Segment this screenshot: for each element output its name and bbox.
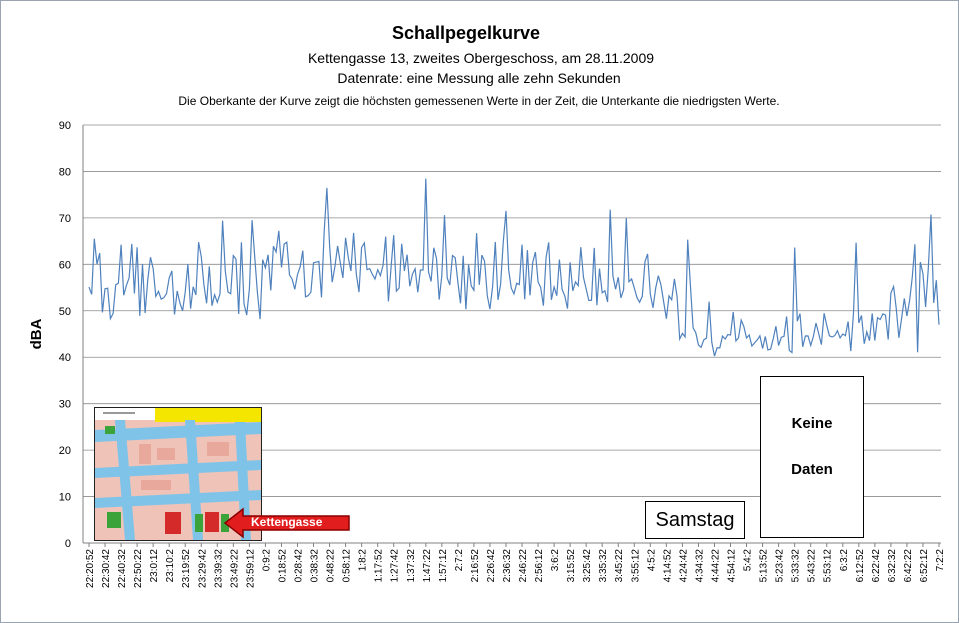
- street-map-image: [94, 407, 262, 541]
- chart-subtitle-1: Kettengasse 13, zweites Obergeschoss, am…: [308, 50, 654, 66]
- series-line: [88, 178, 940, 357]
- chart-subtitle-2: Datenrate: eine Messung alle zehn Sekund…: [337, 70, 620, 86]
- y-tick-labels: 0 10 20 30 40 50 60 70 80 90: [59, 120, 71, 550]
- y-tick-label: 40: [59, 352, 71, 364]
- y-tick-label: 50: [59, 306, 71, 318]
- x-tick-labels: 22:20:52 22:30:42 22:40:32 22:50:22 23:0:12 2…: [85, 543, 946, 588]
- x-tick-label: 22:20:52: [85, 549, 96, 588]
- x-tick-label: 0:9:2: [261, 549, 272, 572]
- x-tick-label: 7:2:2: [935, 549, 946, 572]
- x-tick-label: 5:33:32: [791, 549, 802, 583]
- kettengasse-arrow-icon: [223, 507, 350, 539]
- x-tick-label: 22:30:42: [101, 549, 112, 588]
- x-tick-label: 2:56:12: [534, 549, 545, 583]
- y-tick-label: 60: [59, 259, 71, 271]
- x-tick-label: 0:28:42: [293, 549, 304, 583]
- y-tick-label: 90: [59, 120, 71, 132]
- y-tick-label: 20: [59, 445, 71, 457]
- kettengasse-label: Kettengasse: [251, 515, 323, 529]
- x-tick-label: 2:26:42: [486, 549, 497, 583]
- x-tick-label: 6:22:42: [871, 549, 882, 583]
- x-tick-label: 5:4:2: [743, 549, 754, 572]
- y-tick-label: 70: [59, 213, 71, 225]
- x-tick-label: 3:55:12: [630, 549, 641, 583]
- y-tick-label: 0: [65, 538, 71, 550]
- x-tick-label: 5:13:52: [759, 549, 770, 583]
- x-tick-label: 4:14:52: [662, 549, 673, 583]
- x-tick-label: 4:44:22: [710, 549, 721, 583]
- x-tick-label: 0:48:22: [326, 549, 337, 583]
- x-tick-label: 1:37:32: [406, 549, 417, 583]
- x-tick-label: 2:46:22: [518, 549, 529, 583]
- samstag-label: Samstag: [655, 508, 735, 531]
- y-tick-label: 30: [59, 399, 71, 411]
- x-tick-label: 2:36:32: [502, 549, 513, 583]
- x-tick-label: 3:6:2: [550, 549, 561, 572]
- x-tick-label: 23:10:2: [165, 549, 176, 583]
- x-tick-label: 22:40:32: [117, 549, 128, 588]
- chart-note: Die Oberkante der Kurve zeigt die höchst…: [178, 94, 779, 108]
- x-tick-label: 1:57:12: [438, 549, 449, 583]
- samstag-annotation: Samstag: [645, 501, 745, 539]
- x-tick-label: 5:43:22: [807, 549, 818, 583]
- x-tick-label: 5:23:42: [775, 549, 786, 583]
- y-tick-label: 10: [59, 492, 71, 504]
- x-tick-label: 0:18:52: [277, 549, 288, 583]
- x-tick-label: 23:0:12: [149, 549, 160, 583]
- x-tick-label: 22:50:22: [133, 549, 144, 588]
- y-axis-label: dBA: [28, 318, 45, 349]
- daten-label: Daten: [791, 461, 833, 478]
- x-tick-label: 6:12:52: [855, 549, 866, 583]
- x-tick-label: 23:29:42: [197, 549, 208, 588]
- x-tick-label: 5:53:12: [823, 549, 834, 583]
- x-tick-label: 23:39:32: [213, 549, 224, 588]
- x-tick-label: 6:52:12: [919, 549, 930, 583]
- x-tick-label: 0:38:32: [310, 549, 321, 583]
- x-tick-label: 23:49:22: [229, 549, 240, 588]
- x-tick-label: 3:35:32: [598, 549, 609, 583]
- x-tick-label: 4:5:2: [646, 549, 657, 572]
- x-tick-label: 6:32:32: [887, 549, 898, 583]
- x-tick-label: 1:27:42: [390, 549, 401, 583]
- x-tick-label: 6:3:2: [839, 549, 850, 572]
- keine-label: Keine: [791, 415, 833, 432]
- x-tick-label: 4:54:12: [727, 549, 738, 583]
- x-tick-label: 2:16:52: [470, 549, 481, 583]
- x-tick-label: 1:17:52: [374, 549, 385, 583]
- street-map-drawing: [95, 408, 261, 540]
- x-tick-label: 6:42:22: [903, 549, 914, 583]
- x-tick-label: 4:24:42: [678, 549, 689, 583]
- x-tick-label: 23:19:52: [181, 549, 192, 588]
- no-data-annotation: Keine Daten: [760, 376, 864, 538]
- x-tick-label: 1:8:2: [358, 549, 369, 572]
- x-tick-label: 2:7:2: [454, 549, 465, 572]
- y-tick-label: 80: [59, 166, 71, 178]
- x-tick-label: 23:59:12: [245, 549, 256, 588]
- x-tick-label: 0:58:12: [342, 549, 353, 583]
- x-tick-label: 1:47:22: [422, 549, 433, 583]
- chart-title: Schallpegelkurve: [392, 23, 540, 43]
- x-tick-label: 3:25:42: [582, 549, 593, 583]
- x-tick-label: 3:45:22: [614, 549, 625, 583]
- x-tick-label: 4:34:32: [694, 549, 705, 583]
- x-tick-label: 3:15:52: [566, 549, 577, 583]
